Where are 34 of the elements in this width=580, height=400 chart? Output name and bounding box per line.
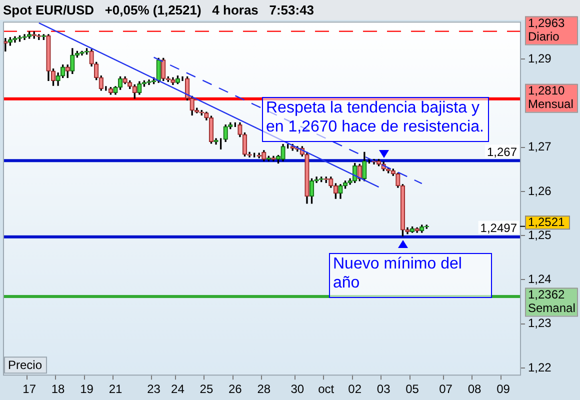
x-tick-label: 21 bbox=[108, 382, 122, 396]
x-tick-label: 03 bbox=[376, 382, 391, 396]
ref-line-label: 1,267 bbox=[486, 144, 518, 159]
x-tick-label: 26 bbox=[228, 382, 242, 396]
annotation: Respeta la tendencia bajista y en 1,2670 hace de resistencia. bbox=[266, 99, 484, 136]
ref-line-label: 1,2963 Diario bbox=[528, 16, 566, 44]
x-tick-label: 05 bbox=[406, 382, 420, 396]
ref-line-label: 1,2810 Mensual bbox=[528, 84, 574, 112]
text: 1,2521 bbox=[528, 214, 566, 229]
x-tick-label: 08 bbox=[468, 382, 482, 396]
chart-title: Spot EUR/USD +0,05% (1,2521) 4 horas 7:53:43 bbox=[3, 2, 314, 18]
x-tick-label: 30 bbox=[290, 382, 304, 396]
y-tick-label: 1,24 bbox=[528, 272, 552, 286]
y-tick-label: 1,26 bbox=[528, 184, 552, 198]
y-tick-label: 1,27 bbox=[528, 140, 552, 154]
x-tick-label: 23 bbox=[147, 382, 161, 396]
annotation: Nuevo mínimo del año bbox=[333, 255, 462, 292]
x-tick-label: 28 bbox=[257, 382, 271, 396]
ref-line-label: 1,2362 Semanal bbox=[528, 288, 576, 316]
x-tick-label: 17 bbox=[22, 382, 36, 396]
x-tick-label: 18 bbox=[51, 382, 66, 396]
x-tick-label: 24 bbox=[171, 382, 185, 396]
x-tick-label: 02 bbox=[348, 382, 362, 396]
x-tick-label: 25 bbox=[200, 382, 214, 396]
y-axis-title: Precio bbox=[8, 358, 42, 372]
x-tick-label: 19 bbox=[80, 382, 94, 396]
x-tick-label: oct bbox=[318, 382, 335, 396]
y-tick-label: 1,23 bbox=[528, 316, 552, 330]
y-tick-label: 1,29 bbox=[528, 51, 552, 66]
x-tick-label: 09 bbox=[496, 382, 510, 396]
y-tick-label: 1,22 bbox=[528, 360, 552, 374]
x-tick-label: 07 bbox=[439, 382, 453, 396]
y-tick-label: 1,25 bbox=[528, 228, 552, 242]
ref-line-label: 1,2497 bbox=[480, 221, 518, 236]
